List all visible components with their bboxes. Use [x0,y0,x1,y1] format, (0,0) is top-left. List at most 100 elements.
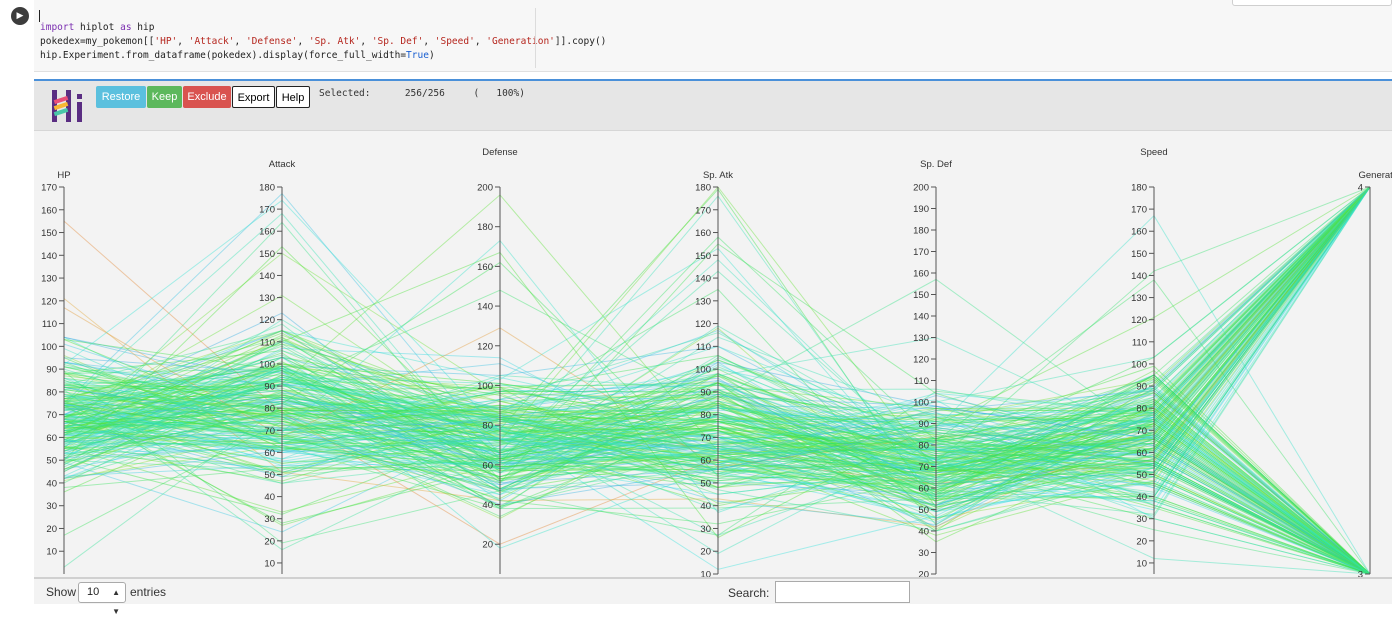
code-token: 'Generation' [486,36,555,47]
tick-label: 160 [259,227,275,238]
axis-title[interactable]: Attack [269,159,296,170]
axis-sp-atk[interactable]: 10 20 30 40 50 60 70 80 90 100 110 120 130 140 150 160 1… [695,170,733,577]
code-token: 'Speed' [434,36,475,47]
tick-label: 160 [695,228,711,239]
tick-label: 120 [477,341,493,352]
tick-label: 20 [264,536,275,547]
tick-label: 60 [264,448,275,459]
code-token: True [406,50,429,61]
cell-toolbar[interactable] [1232,0,1392,6]
tick-label: 20 [46,524,57,535]
restore-button[interactable]: Restore [96,86,146,108]
code-ruler [535,8,536,68]
tick-label: 150 [913,290,929,301]
tick-label: 80 [700,410,711,421]
tick-label: 180 [1131,183,1147,194]
tick-label: 50 [918,505,929,516]
tick-label: 180 [477,222,493,233]
polyline-group [63,186,1371,575]
axis-title[interactable]: Defense [482,147,517,158]
code-token: , [177,36,189,47]
tick-label: 160 [1131,227,1147,238]
axis-title[interactable]: Sp. Def [920,159,952,170]
cell-gutter: ▶ [0,0,34,604]
parallel-coordinates-plot[interactable]: 10 20 30 40 50 60 70 80 90 100 110 120 130 140 150 160 1… [34,131,1392,577]
tick-label: 40 [1136,492,1147,503]
tick-label: 170 [41,183,57,194]
tick-label: 130 [913,333,929,344]
code-token: hip [131,22,155,33]
tick-label: 50 [700,478,711,489]
tick-label: 180 [913,226,929,237]
tick-label: 110 [696,342,711,353]
tick-label: 160 [41,205,57,216]
axis-attack[interactable]: 10 20 30 40 50 60 70 80 90 100 110 120 130 140 150 160 1… [259,159,295,574]
output-separator [34,79,1392,81]
tick-label: 80 [1136,404,1147,415]
tick-label: 100 [913,398,929,409]
tick-label: 90 [918,419,929,430]
tick-label: 60 [700,456,711,467]
tick-label: 3 [1358,570,1363,578]
tick-label: 70 [1136,426,1147,437]
tick-label: 90 [1136,382,1147,393]
axis-title[interactable]: HP [57,170,70,181]
tick-label: 70 [918,462,929,473]
axis-title[interactable]: Speed [1140,147,1167,158]
tick-label: 50 [46,456,57,467]
tick-label: 10 [1136,558,1147,569]
axis-sp-def[interactable]: 20 30 40 50 60 70 80 90 100 110 120 130 140 150 160 170… [913,159,952,577]
code-token: pokedex=my_pokemon[[ [40,36,155,47]
tick-label: 10 [700,570,711,578]
tick-label: 170 [259,205,275,216]
code-cell-editor[interactable]: import hiplot as hip pokedex=my_pokemon[… [34,0,1392,72]
hiplot-output: Restore Keep Exclude Export Help Selecte… [34,81,1392,616]
tick-label: 100 [695,365,711,376]
code-line-2: pokedex=my_pokemon[['HP', 'Attack', 'Def… [40,36,606,47]
tick-label: 20 [1136,536,1147,547]
tick-label: 160 [913,269,929,280]
tick-label: 60 [46,433,57,444]
axis-hp[interactable]: 10 20 30 40 50 60 70 80 90 100 110 120 130 140 150 160 1… [41,170,71,574]
help-button[interactable]: Help [276,86,310,108]
tick-label: 40 [46,478,57,489]
hiplot-header: Restore Keep Exclude Export Help Selecte… [34,81,1392,131]
tick-label: 150 [41,228,57,239]
tick-label: 140 [695,274,711,285]
axis-speed[interactable]: 10 20 30 40 50 60 70 80 90 100 110 120 130 140 150 160 1… [1131,147,1168,574]
tick-label: 100 [259,359,275,370]
axis-defense[interactable]: 20 40 60 80 100 120 140 160 180 200 Defense [477,147,518,574]
axis-generation[interactable]: 3 4 Generation [1358,170,1392,577]
tick-label: 140 [1131,271,1147,282]
tick-label: 40 [482,500,493,511]
code-token: , [297,36,309,47]
tick-label: 70 [700,433,711,444]
tick-label: 20 [482,540,493,551]
code-line-3: hip.Experiment.from_dataframe(pokedex).d… [40,50,435,61]
tick-label: 90 [700,387,711,398]
selected-percent: ( 100%) [473,88,525,99]
keep-button[interactable]: Keep [147,86,182,108]
tick-label: 60 [482,460,493,471]
hiplot-logo-icon [52,90,82,122]
tick-label: 110 [260,337,275,348]
export-button[interactable]: Export [232,86,275,108]
tick-label: 30 [918,548,929,559]
tick-label: 140 [41,251,57,262]
tick-label: 130 [41,274,57,285]
tick-label: 30 [264,514,275,525]
axis-title[interactable]: Generation [1358,170,1392,181]
tick-label: 110 [42,319,57,330]
tick-label: 40 [918,527,929,538]
tick-label: 80 [46,387,57,398]
chevron-updown-icon: ▲ ▼ [112,588,120,616]
axis-title[interactable]: Sp. Atk [703,170,733,181]
tick-label: 120 [41,296,57,307]
exclude-button[interactable]: Exclude [183,86,231,108]
code-token: import [40,22,75,33]
play-icon[interactable]: ▶ [11,7,29,25]
entries-select[interactable]: 10 ▲ ▼ [78,582,126,616]
search-label: Search: [728,586,770,600]
search-input[interactable] [775,581,910,603]
code-token: as [120,22,132,33]
